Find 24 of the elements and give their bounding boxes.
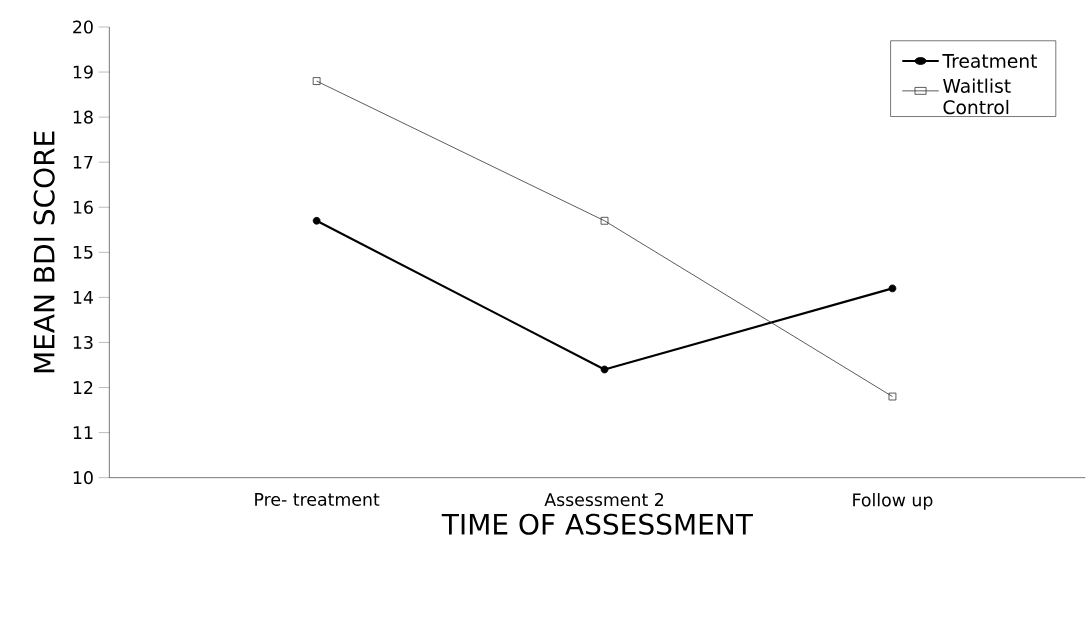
y-tick-label: 13 bbox=[73, 335, 93, 350]
point bbox=[888, 284, 897, 293]
y-tick-label: 11 bbox=[73, 426, 93, 439]
y-tick-label: 19 bbox=[73, 65, 93, 79]
y-tick-label: 20 bbox=[73, 20, 93, 34]
y-tick-label: 14 bbox=[73, 291, 93, 304]
x-axis-title: TIME OF ASSESSMENT bbox=[441, 513, 753, 535]
point bbox=[600, 216, 609, 225]
y-tick-label: 16 bbox=[73, 200, 93, 214]
x-tick-label: Assessment 2 bbox=[544, 493, 664, 507]
x-tick-label: Pre- treatment bbox=[255, 493, 380, 506]
y-tick-label: 12 bbox=[73, 381, 93, 394]
y-tick-label: 15 bbox=[73, 245, 93, 259]
legend-label: Treatment bbox=[942, 54, 1038, 68]
legend-label: Waitlist Control bbox=[943, 78, 1011, 115]
point bbox=[600, 365, 609, 374]
y-axis-title: MEAN BDI SCORE bbox=[33, 131, 55, 373]
point bbox=[888, 392, 897, 401]
y-tick-label: 18 bbox=[73, 110, 93, 124]
y-tick-label: 17 bbox=[73, 155, 93, 169]
y-tick-label: 10 bbox=[73, 471, 93, 485]
point bbox=[312, 216, 321, 225]
x-tick-label: Follow up bbox=[853, 493, 933, 510]
point bbox=[312, 77, 321, 85]
